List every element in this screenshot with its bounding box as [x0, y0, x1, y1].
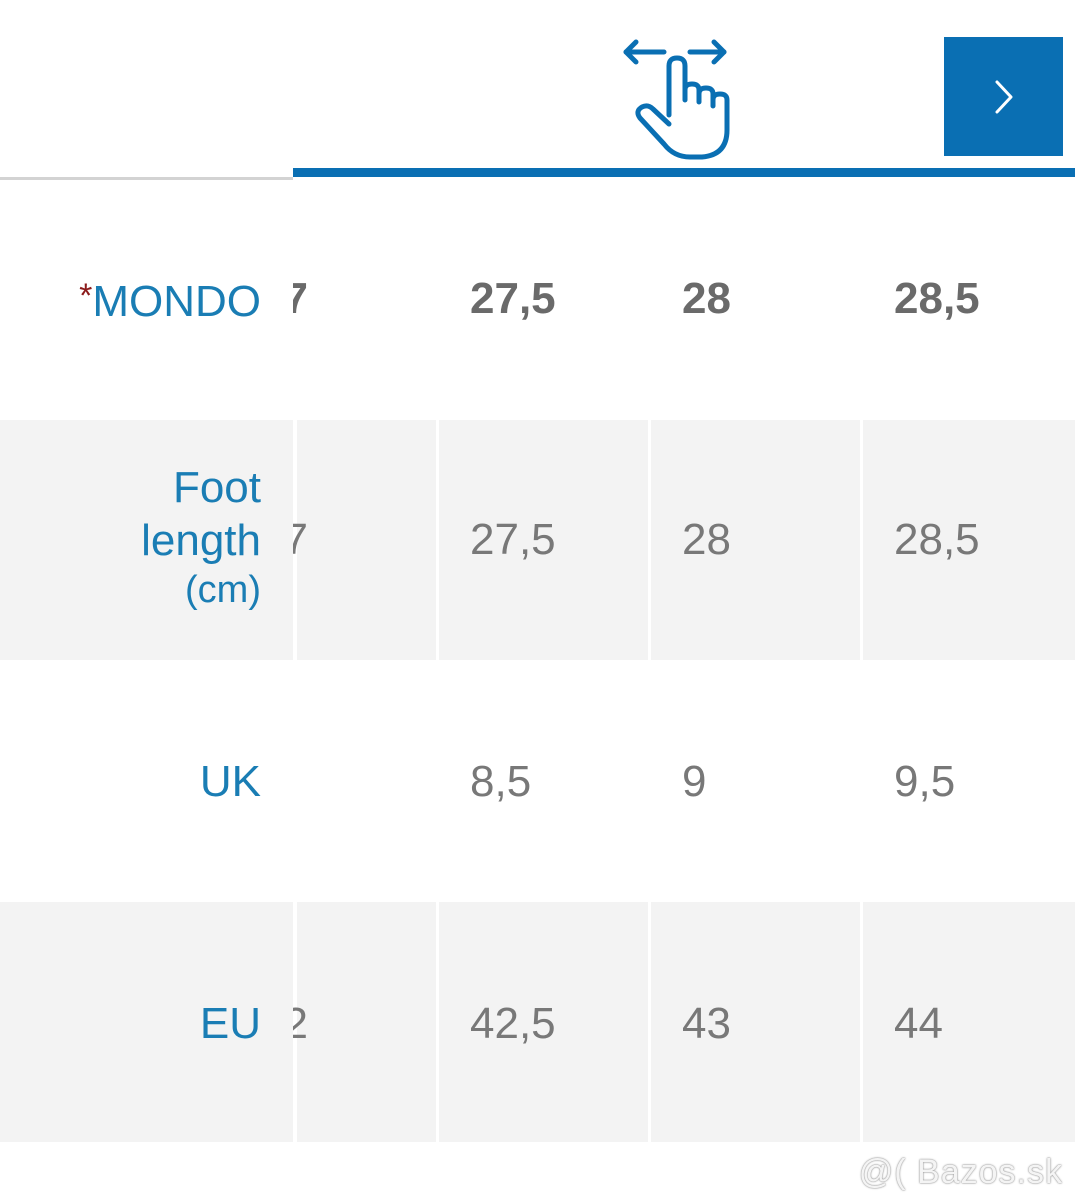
row-header-cell: EU — [0, 902, 293, 1142]
row-label-eu: EU — [199, 999, 261, 1048]
size-value: 9,5 — [894, 757, 956, 806]
table-row-uk: UK 8,5 9 9,5 — [0, 660, 1075, 902]
size-value: 8,5 — [470, 757, 532, 806]
size-value: 43 — [682, 999, 731, 1048]
size-value: 44 — [894, 999, 943, 1048]
table-cell — [297, 420, 436, 660]
size-value: 42,5 — [470, 999, 556, 1048]
partial-value-cell: 7 — [293, 180, 313, 420]
row-header-cell: UK — [0, 660, 293, 902]
size-value: 28 — [682, 274, 731, 323]
table-cell — [439, 420, 648, 660]
table-cell — [297, 902, 436, 1142]
row-header-cell: Foot length (cm) — [0, 420, 293, 660]
table-row-eu: EU 2 42,5 43 44 — [0, 902, 1075, 1142]
size-value: 27,5 — [470, 515, 556, 564]
row-label-mondo: *MONDO — [79, 277, 261, 326]
table-cell — [651, 420, 860, 660]
table-cell — [863, 420, 1075, 660]
required-asterisk: * — [79, 277, 93, 315]
row-label-foot-length: Foot length (cm) — [141, 463, 261, 611]
row-label-uk: UK — [199, 757, 261, 806]
swipe-hand-icon — [612, 30, 742, 165]
partial-value-cell: 7 — [293, 420, 313, 660]
partial-value-cell: 2 — [293, 902, 313, 1142]
table-cell — [863, 902, 1075, 1142]
watermark: @( Bazos.sk — [858, 1153, 1063, 1191]
size-value: 9 — [682, 757, 707, 806]
tab-divider-active — [293, 168, 1075, 177]
next-button[interactable] — [944, 37, 1063, 156]
table-row-mondo: *MONDO 7 27,5 28 28,5 — [0, 180, 1075, 420]
table-row-foot-length: Foot length (cm) 7 27,5 28 28,5 — [0, 420, 1075, 660]
size-value: 28,5 — [894, 515, 980, 564]
size-value: 27,5 — [470, 274, 556, 323]
partial-value: 7 — [293, 274, 308, 323]
size-value: 28,5 — [894, 274, 980, 323]
partial-value: 7 — [293, 515, 308, 564]
partial-value: 2 — [293, 999, 308, 1048]
row-header-cell: *MONDO — [0, 180, 293, 420]
table-cell — [439, 902, 648, 1142]
chevron-right-icon — [995, 80, 1012, 113]
table-cell — [651, 902, 860, 1142]
tab-divider-inactive — [0, 177, 293, 180]
size-value: 28 — [682, 515, 731, 564]
